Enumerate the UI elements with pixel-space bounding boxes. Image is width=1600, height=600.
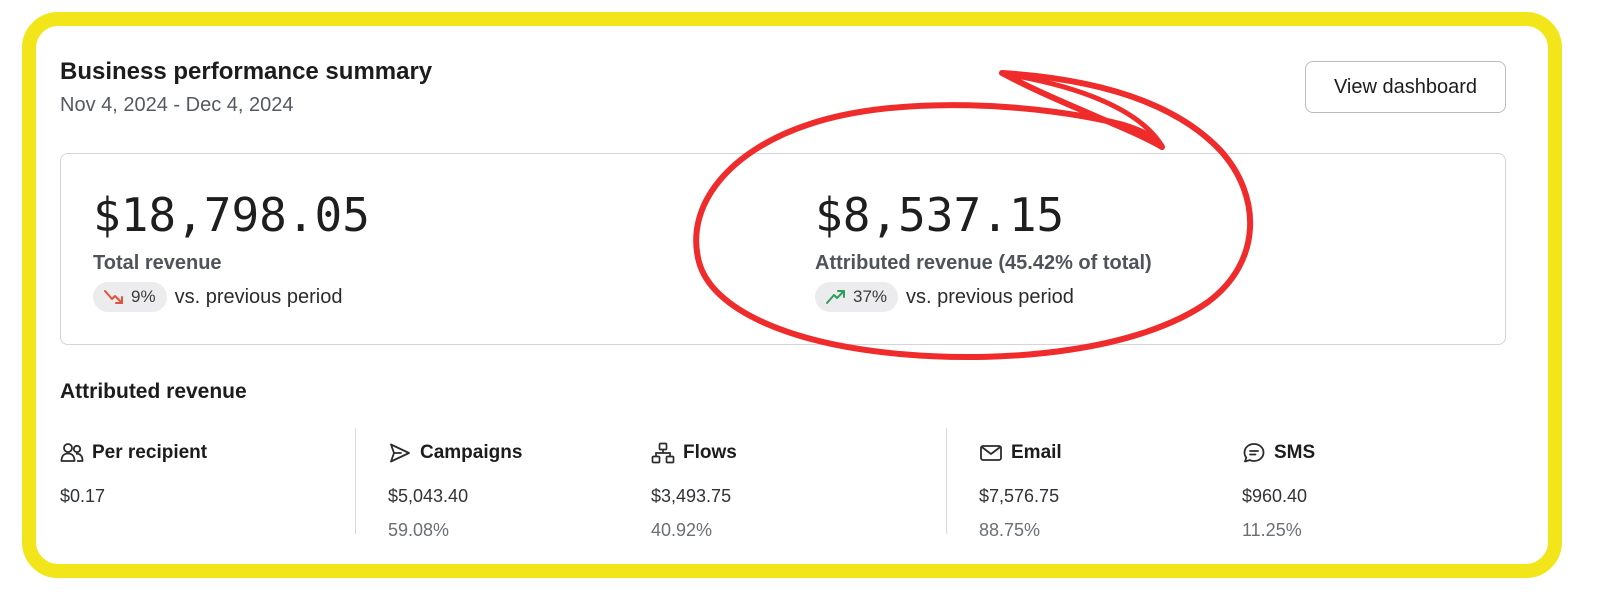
total-revenue-trend: 9% vs. previous period [93, 282, 342, 312]
column-label: SMS [1274, 442, 1316, 463]
trend-percent: 37% [853, 287, 888, 306]
chat-icon [1243, 443, 1265, 463]
people-icon [60, 443, 84, 462]
column-percent: 88.75% [979, 520, 1041, 540]
column-value: $3,493.75 [651, 486, 732, 506]
attributed-revenue-value: $8,537.15 [815, 188, 1065, 242]
column-divider [946, 428, 947, 534]
column-label: Campaigns [420, 442, 523, 463]
trend-comparison: vs. previous period [906, 285, 1074, 308]
per-recipient-metric: Per recipient $0.17 [60, 440, 207, 507]
column-percent: 59.08% [388, 520, 450, 540]
mail-icon [980, 445, 1002, 461]
view-dashboard-button[interactable]: View dashboard [1305, 61, 1506, 113]
trend-percent: 9% [131, 287, 156, 306]
column-percent: 11.25% [1242, 520, 1302, 540]
trend-up-icon [826, 290, 845, 304]
attributed-revenue-heading: Attributed revenue [60, 380, 247, 403]
send-icon [390, 443, 410, 463]
trend-comparison: vs. previous period [174, 285, 343, 308]
date-range: Nov 4, 2024 - Dec 4, 2024 [60, 94, 294, 116]
column-value: $5,043.40 [388, 486, 469, 506]
attributed-revenue-trend: 37% vs. previous period [815, 282, 1074, 312]
trend-down-icon [104, 290, 123, 304]
page-title: Business performance summary [60, 58, 433, 85]
revenue-summary-card: $18,798.05 Total revenue 9% vs. previous… [60, 153, 1506, 345]
flows-metric: Flows $3,493.75 40.92% [651, 440, 737, 541]
flow-icon [651, 442, 675, 464]
column-label: Flows [683, 442, 737, 463]
total-revenue-label: Total revenue [93, 252, 222, 274]
total-revenue-value: $18,798.05 [93, 188, 370, 242]
trend-badge-up: 37% [815, 282, 899, 312]
column-label: Email [1011, 442, 1062, 463]
column-percent: 40.92% [651, 520, 713, 540]
email-metric: Email $7,576.75 88.75% [979, 440, 1062, 541]
trend-badge-down: 9% [93, 282, 167, 312]
column-value: $7,576.75 [979, 486, 1060, 506]
column-divider [355, 428, 356, 534]
column-value: $960.40 [1242, 486, 1308, 506]
campaigns-metric: Campaigns $5,043.40 59.08% [388, 440, 522, 541]
attributed-revenue-label: Attributed revenue (45.42% of total) [815, 252, 1152, 274]
column-value: $0.17 [60, 486, 106, 506]
column-label: Per recipient [92, 442, 208, 463]
sms-metric: SMS $960.40 11.25% [1242, 440, 1315, 541]
